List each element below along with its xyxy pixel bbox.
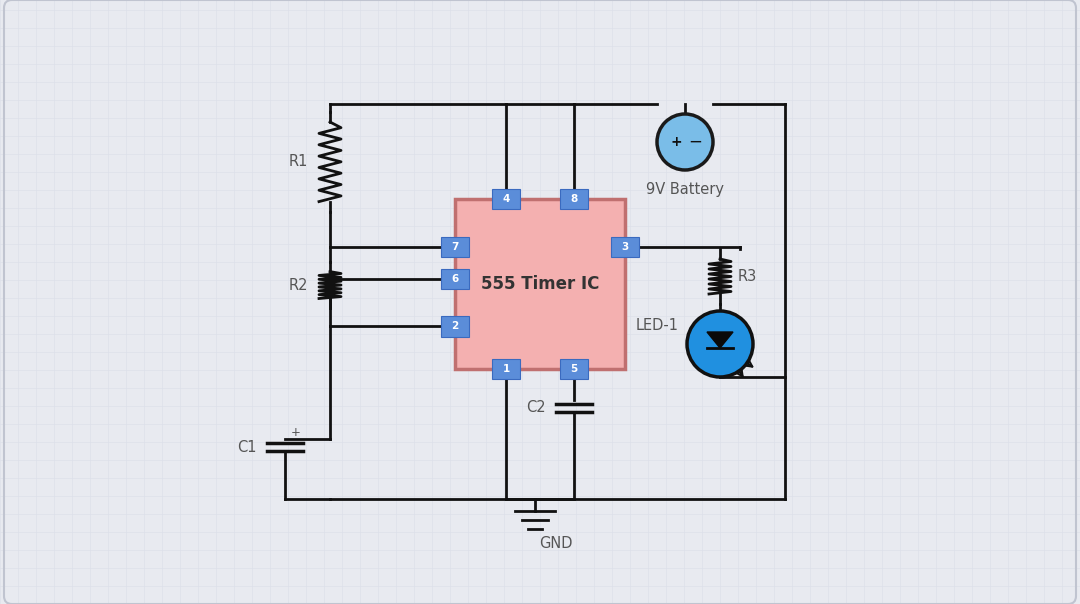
Text: LED-1: LED-1	[636, 318, 679, 333]
FancyBboxPatch shape	[561, 359, 588, 379]
Text: R3: R3	[738, 269, 757, 284]
Text: GND: GND	[539, 536, 572, 550]
Text: R1: R1	[288, 154, 308, 169]
FancyBboxPatch shape	[441, 316, 469, 336]
Text: 555 Timer IC: 555 Timer IC	[481, 275, 599, 293]
Text: +: +	[291, 426, 301, 439]
Text: 3: 3	[621, 242, 629, 252]
FancyBboxPatch shape	[455, 199, 625, 369]
Text: C2: C2	[526, 400, 546, 416]
Polygon shape	[707, 332, 733, 348]
FancyBboxPatch shape	[441, 269, 469, 289]
Text: 9V Battery: 9V Battery	[646, 182, 724, 197]
Text: R2: R2	[288, 278, 308, 292]
Text: 4: 4	[502, 194, 510, 204]
Text: 6: 6	[451, 274, 459, 284]
FancyBboxPatch shape	[441, 237, 469, 257]
Text: 1: 1	[502, 364, 510, 374]
FancyBboxPatch shape	[492, 189, 519, 209]
Circle shape	[687, 311, 753, 377]
Text: +: +	[671, 135, 681, 149]
Text: C1: C1	[238, 440, 257, 454]
FancyBboxPatch shape	[611, 237, 639, 257]
Circle shape	[657, 114, 713, 170]
Text: 2: 2	[451, 321, 459, 332]
Text: 7: 7	[451, 242, 459, 252]
FancyBboxPatch shape	[492, 359, 519, 379]
Text: 8: 8	[570, 194, 578, 204]
FancyBboxPatch shape	[561, 189, 588, 209]
Text: 5: 5	[570, 364, 578, 374]
Text: −: −	[688, 133, 702, 151]
